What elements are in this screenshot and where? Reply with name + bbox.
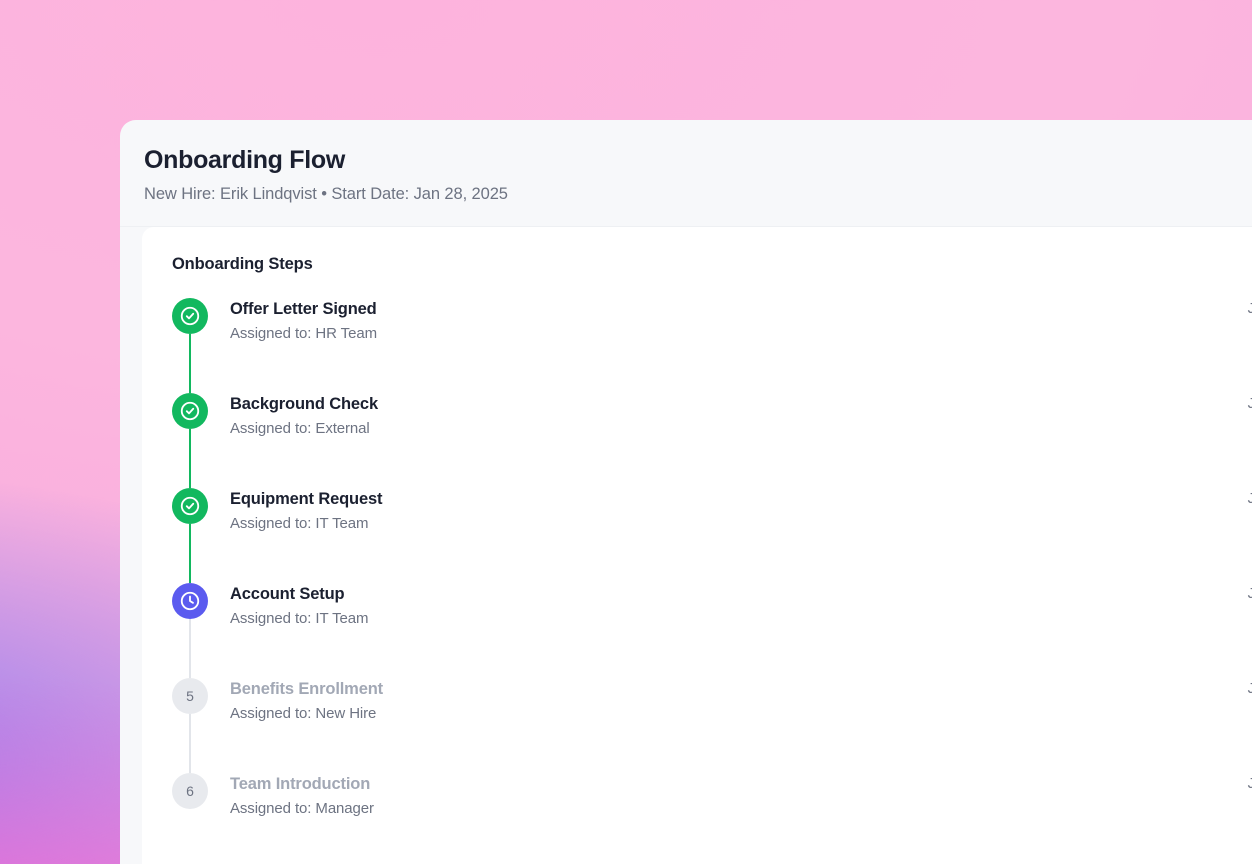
step-body: Equipment Request Assigned to: IT Team <box>208 488 383 533</box>
step-marker-column <box>172 297 208 393</box>
step-connector-line <box>189 713 191 773</box>
step-marker-column: 6 <box>172 772 208 809</box>
step-assignee: Assigned to: HR Team <box>230 325 377 343</box>
step-body: Offer Letter Signed Assigned to: HR Team <box>208 298 377 343</box>
step-date: Jan 28 <box>1247 774 1252 792</box>
step-row[interactable]: Background Check Assigned to: External Jan… <box>172 392 1252 488</box>
card-header: Onboarding Flow New Hire: Erik Lindqvist… <box>120 120 1252 226</box>
step-title: Benefits Enrollment <box>230 679 384 698</box>
step-date: Jan 22 <box>1247 584 1252 602</box>
step-date: Jan 25 <box>1247 679 1252 697</box>
step-marker-column <box>172 392 208 488</box>
clock-icon[interactable] <box>172 582 208 619</box>
step-assignee: Assigned to: New Hire <box>230 705 377 723</box>
steps-list: Offer Letter Signed Assigned to: HR Team J… <box>172 297 1252 818</box>
step-date: Jan 15 <box>1247 299 1252 317</box>
header-divider <box>120 225 1252 227</box>
onboarding-card: Onboarding Flow New Hire: Erik Lindqvist… <box>120 120 1252 864</box>
step-assignee: Assigned to: IT Team <box>230 515 369 533</box>
step-date: Jan 20 <box>1247 489 1252 507</box>
step-date: Jan 18 <box>1247 394 1252 412</box>
step-body: Benefits Enrollment Assigned to: New Hire <box>208 678 383 723</box>
step-connector-line <box>189 333 191 393</box>
step-row[interactable]: Offer Letter Signed Assigned to: HR Team J… <box>172 297 1252 393</box>
step-connector-line <box>189 428 191 488</box>
step-marker-column <box>172 487 208 583</box>
step-body: Team Introduction Assigned to: Manager <box>208 773 374 818</box>
step-row[interactable]: Equipment Request Assigned to: IT Team Jan… <box>172 487 1252 583</box>
step-title: Background Check <box>230 394 378 413</box>
step-assignee: Assigned to: Manager <box>230 800 374 818</box>
check-circle-icon[interactable] <box>172 487 208 524</box>
number-badge[interactable]: 6 <box>172 772 208 809</box>
panel-title: Onboarding Steps <box>172 254 313 273</box>
step-title: Team Introduction <box>230 774 371 793</box>
step-row[interactable]: Account Setup Assigned to: IT Team Jan 22 <box>172 582 1252 678</box>
step-assignee: Assigned to: External <box>230 420 370 438</box>
check-circle-icon[interactable] <box>172 392 208 429</box>
step-title: Account Setup <box>230 584 345 603</box>
page-subtitle: New Hire: Erik Lindqvist • Start Date: J… <box>144 184 508 203</box>
step-marker-column: 5 <box>172 677 208 773</box>
step-row[interactable]: 5 Benefits Enrollment Assigned to: New Hir… <box>172 677 1252 773</box>
step-connector-line <box>189 618 191 678</box>
step-marker-column <box>172 582 208 678</box>
step-title: Offer Letter Signed <box>230 299 377 318</box>
step-body: Account Setup Assigned to: IT Team <box>208 583 368 628</box>
onboarding-steps-panel: Onboarding Steps Offer Letter Signed Assi… <box>142 226 1252 864</box>
step-title: Equipment Request <box>230 489 383 508</box>
step-assignee: Assigned to: IT Team <box>230 610 369 628</box>
step-connector-line <box>189 523 191 583</box>
step-row[interactable]: 6 Team Introduction Assigned to: Manager Ja… <box>172 772 1252 818</box>
step-body: Background Check Assigned to: External <box>208 393 378 438</box>
check-circle-icon[interactable] <box>172 297 208 334</box>
number-badge[interactable]: 5 <box>172 677 208 714</box>
page-title: Onboarding Flow <box>144 146 346 174</box>
